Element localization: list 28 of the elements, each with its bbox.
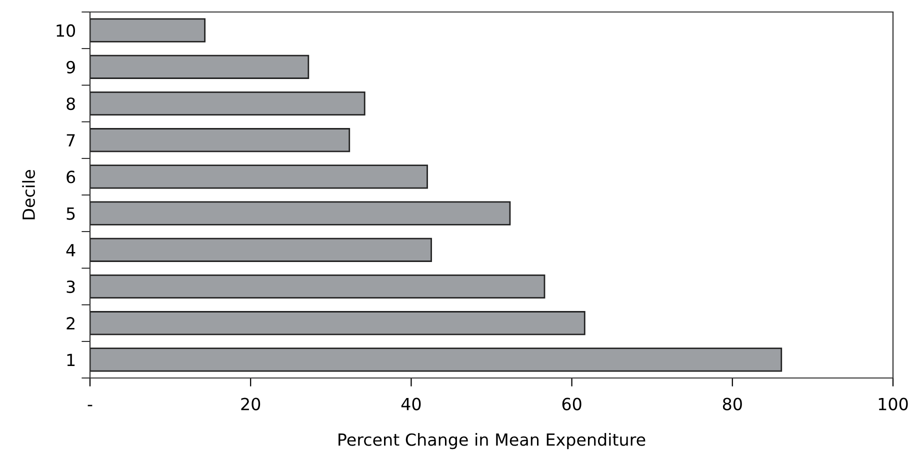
y-axis-title: Decile [22,170,36,220]
bar [90,164,428,189]
x-tick-label: 100 [878,398,908,410]
y-tick-label: 6 [66,170,76,184]
x-tick-label: 80 [722,398,742,410]
y-tick-label: 2 [66,317,74,330]
y-tick-label: 8 [66,97,75,110]
y-tick-label: 3 [66,280,75,294]
bar [90,238,432,262]
x-tick-label: 20 [241,398,260,410]
y-tick-label: 10 [56,24,76,37]
bar [90,18,206,42]
bar [90,54,310,79]
y-tick-label: 5 [66,207,75,220]
y-tick-label: 1 [67,354,75,366]
x-axis-title: Percent Change in Mean Expenditure [338,433,646,450]
bar [90,274,546,299]
x-tick-label: 40 [401,398,421,410]
bar [90,91,366,116]
bar [90,348,782,372]
bar [90,311,586,336]
x-tick-label: - [88,404,92,406]
x-tick-label: 60 [562,398,582,410]
bar [90,128,350,152]
bar [90,201,511,226]
y-tick-label: 9 [66,60,75,74]
y-tick-label: 4 [66,244,76,256]
y-tick-label: 7 [66,134,75,146]
